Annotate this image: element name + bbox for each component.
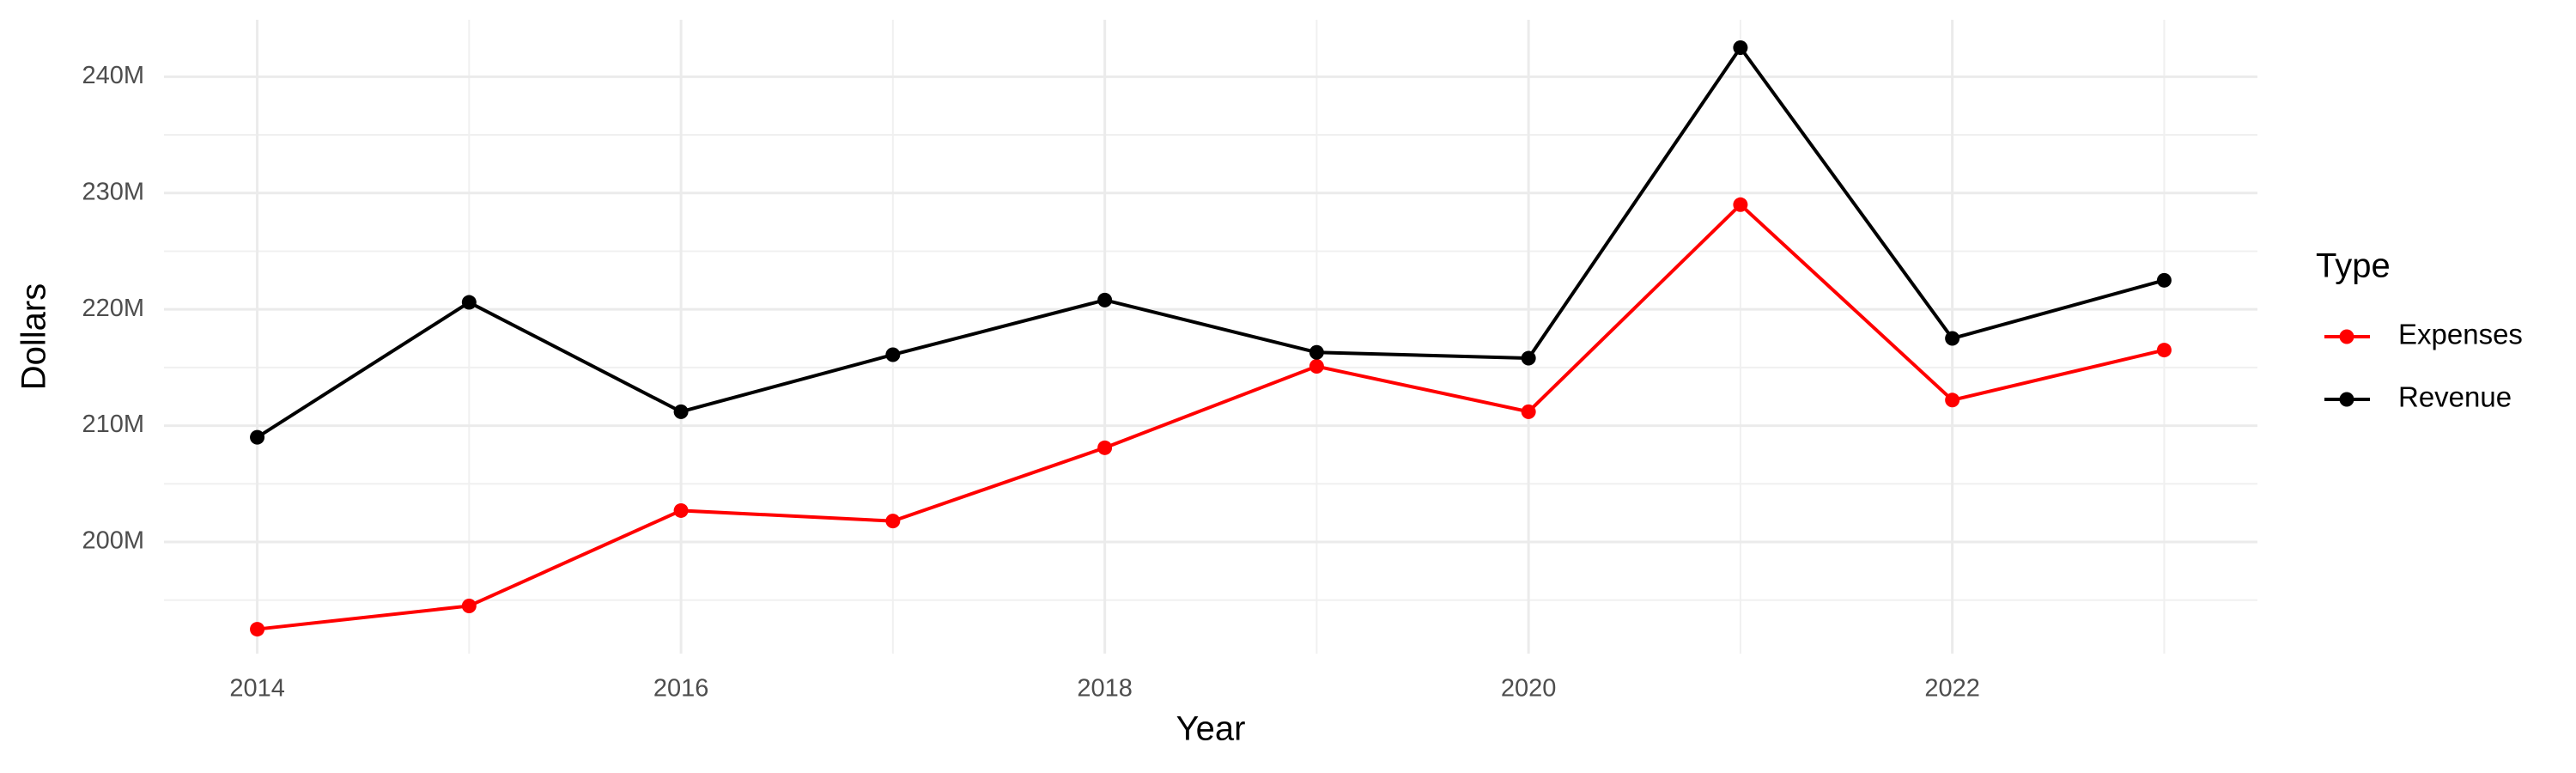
data-point xyxy=(1521,404,1536,419)
y-tick-label: 220M xyxy=(82,295,144,322)
data-point xyxy=(885,347,901,362)
y-tick-label: 240M xyxy=(82,62,144,89)
data-point xyxy=(250,622,265,637)
data-point xyxy=(885,514,901,529)
data-point xyxy=(1309,344,1324,360)
y-axis-title: Dollars xyxy=(15,283,53,390)
data-point xyxy=(2156,272,2172,288)
legend-marker xyxy=(2339,329,2354,344)
x-tick-label: 2022 xyxy=(1924,675,1980,703)
x-tick-label: 2014 xyxy=(229,675,285,703)
series-line xyxy=(256,45,2165,439)
data-point xyxy=(461,295,477,310)
y-tick-label: 210M xyxy=(82,411,144,438)
y-tick-label: 230M xyxy=(82,178,144,205)
data-point xyxy=(673,404,689,419)
y-tick-label: 200M xyxy=(82,527,144,555)
data-point xyxy=(673,502,689,518)
data-point xyxy=(1309,359,1324,374)
data-point xyxy=(1521,350,1536,366)
legend-title: Type xyxy=(2316,247,2391,285)
legend-label: Revenue xyxy=(2398,381,2512,413)
data-point xyxy=(1945,331,1960,346)
legend-marker xyxy=(2339,392,2354,407)
x-tick-label: 2016 xyxy=(653,675,709,703)
data-point xyxy=(1097,440,1113,455)
data-point xyxy=(1733,40,1748,55)
series-line xyxy=(257,202,2165,631)
x-tick-label: 2018 xyxy=(1077,675,1133,703)
data-point xyxy=(250,429,265,445)
data-point xyxy=(461,598,477,613)
x-tick-label: 2020 xyxy=(1501,675,1557,703)
x-axis-title: Year xyxy=(1176,710,1246,748)
data-point xyxy=(1733,197,1748,212)
data-point xyxy=(2156,343,2172,358)
legend-label: Expenses xyxy=(2398,319,2523,350)
data-point xyxy=(1097,292,1113,307)
data-point xyxy=(1945,393,1960,408)
